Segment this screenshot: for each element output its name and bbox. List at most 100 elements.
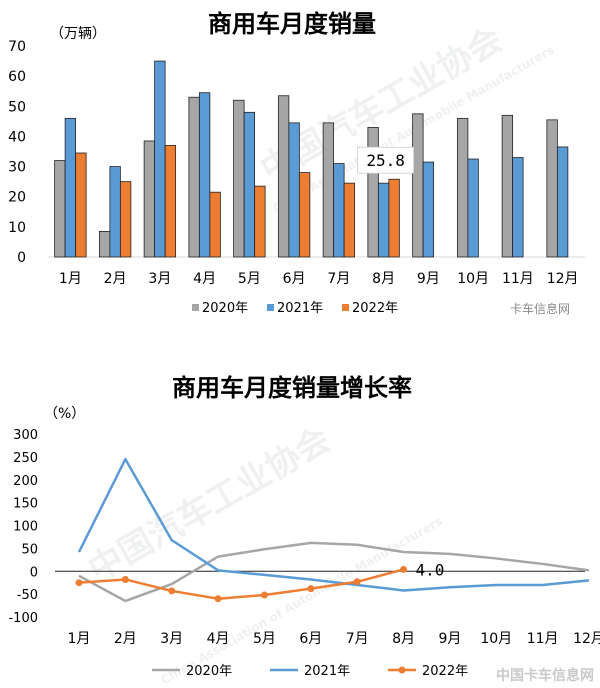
bar-2022年-6月	[298, 172, 311, 258]
x-tick-label: 6月	[299, 631, 322, 647]
series-point-2022年	[121, 575, 129, 583]
bar-2021年-5月	[243, 111, 256, 258]
series-point-2022年	[400, 565, 408, 573]
legend-label: 2021年	[277, 301, 323, 316]
annotation-box	[357, 146, 415, 174]
y-tick-label: 0	[17, 250, 26, 266]
series-point-2022年	[214, 595, 222, 603]
series-line-2022年	[78, 568, 404, 600]
x-tick-label: 10月	[457, 271, 489, 287]
legend-swatch-2020年	[192, 304, 199, 311]
series-point-2022年	[353, 578, 361, 586]
x-tick-label: 4月	[193, 271, 216, 287]
x-tick-label: 1月	[59, 271, 82, 287]
series-point-2022年	[260, 591, 268, 599]
bar-2020年-4月	[188, 96, 200, 258]
line-chart-legend: 2020年 2021年 2022年	[152, 664, 468, 679]
bar-2020年-9月	[412, 113, 424, 258]
series-point-2022年	[307, 585, 315, 593]
bar-2022年-5月	[254, 185, 266, 258]
y-tick-label: 20	[8, 190, 26, 206]
x-tick-label: 3月	[148, 271, 171, 287]
x-tick-label: 11月	[502, 271, 534, 287]
x-tick-label: 3月	[160, 631, 183, 647]
y-tick-label: 300	[13, 428, 38, 443]
bar-2020年-2月	[98, 230, 111, 258]
x-tick-label: 5月	[253, 631, 276, 647]
x-tick-label: 8月	[372, 271, 395, 287]
legend-swatch-2022年	[342, 304, 349, 311]
series-line-2020年	[78, 541, 590, 603]
x-tick-label: 7月	[346, 631, 369, 647]
annotation-value: 4.0	[416, 560, 445, 579]
bar-2021年-6月	[288, 122, 300, 258]
bar-2021年-7月	[333, 163, 345, 258]
bar-2021年-12月	[556, 146, 569, 258]
bar-2020年-7月	[322, 122, 335, 258]
y-tick-label: 0	[30, 565, 38, 580]
bar-2020年-1月	[54, 160, 66, 258]
series-point-2022年	[75, 579, 83, 587]
x-tick-label: 2月	[104, 271, 127, 287]
bar-2021年-10月	[467, 158, 479, 258]
bar-2021年-8月	[377, 182, 390, 258]
x-tick-label: 12月	[547, 271, 579, 287]
legend-label: 2020年	[202, 301, 248, 316]
x-tick-label: 4月	[207, 631, 230, 647]
bar-2022年-7月	[343, 182, 356, 258]
bar-2020年-3月	[143, 140, 156, 258]
x-tick-label: 12月	[573, 631, 600, 647]
bar-2021年-2月	[109, 166, 121, 258]
x-tick-label: 10月	[480, 631, 512, 647]
x-tick-label: 9月	[417, 271, 440, 287]
bar-chart: 商用车月度销量 （万辆） 0 10 20 30 40 50 60 70 1月 2月 3月 4月 5月 6月…	[8, 10, 585, 316]
x-tick-label: 8月	[392, 631, 415, 647]
y-tick-label: -100	[8, 611, 38, 626]
legend-label: 2021年	[304, 664, 350, 679]
bar-2022年-1月	[75, 152, 87, 258]
x-tick-label: 1月	[68, 631, 91, 647]
bar-2020年-5月	[233, 99, 245, 258]
bar-2022年-3月	[164, 145, 177, 258]
y-tick-label: 60	[8, 69, 26, 85]
bar-2021年-9月	[422, 161, 435, 258]
bar-2020年-6月	[277, 95, 290, 258]
bar-chart-legend: 2020年 2021年 2022年	[192, 301, 398, 316]
y-tick-label: -50	[17, 588, 38, 603]
source-label-bottom: 中国卡车信息网	[496, 667, 594, 684]
source-label-top: 卡车信息网	[510, 301, 570, 316]
bar-chart-unit-label: （万辆）	[50, 26, 106, 42]
series-point-2022年	[168, 587, 176, 595]
watermark-brand-en-bottom: China Association of Automobile Manufact…	[159, 514, 445, 687]
line-chart-title: 商用车月度销量增长率	[172, 374, 412, 402]
bar-chart-title: 商用车月度销量	[208, 10, 376, 38]
bar-2022年-8月	[388, 178, 400, 258]
x-tick-label: 9月	[438, 631, 461, 647]
annotation-value: 25.8	[366, 151, 405, 170]
y-tick-label: 30	[8, 160, 26, 176]
x-tick-label: 6月	[283, 271, 306, 287]
bar-2021年-1月	[64, 117, 77, 258]
bar-2020年-11月	[501, 114, 514, 258]
x-tick-label: 5月	[238, 271, 261, 287]
legend-label: 2022年	[422, 664, 468, 679]
y-tick-label: 250	[13, 451, 38, 466]
bar-2020年-8月	[367, 126, 379, 258]
legend-swatch-2021年	[267, 304, 274, 311]
bar-2022年-4月	[209, 191, 221, 258]
y-tick-label: 10	[8, 220, 26, 236]
legend-label: 2022年	[352, 301, 398, 316]
legend-marker	[398, 666, 406, 674]
bar-2020年-10月	[456, 117, 469, 258]
series-line-2021年	[77, 457, 590, 592]
bar-2020年-12月	[546, 119, 558, 258]
bar-2021年-4月	[198, 92, 211, 258]
x-tick-label: 7月	[327, 271, 350, 287]
x-tick-label: 2月	[114, 631, 137, 647]
bar-2021年-11月	[512, 157, 524, 258]
x-tick-label: 11月	[527, 631, 559, 647]
y-tick-label: 100	[13, 520, 38, 535]
y-tick-label: 40	[8, 129, 26, 145]
y-tick-label: 50	[8, 99, 26, 115]
